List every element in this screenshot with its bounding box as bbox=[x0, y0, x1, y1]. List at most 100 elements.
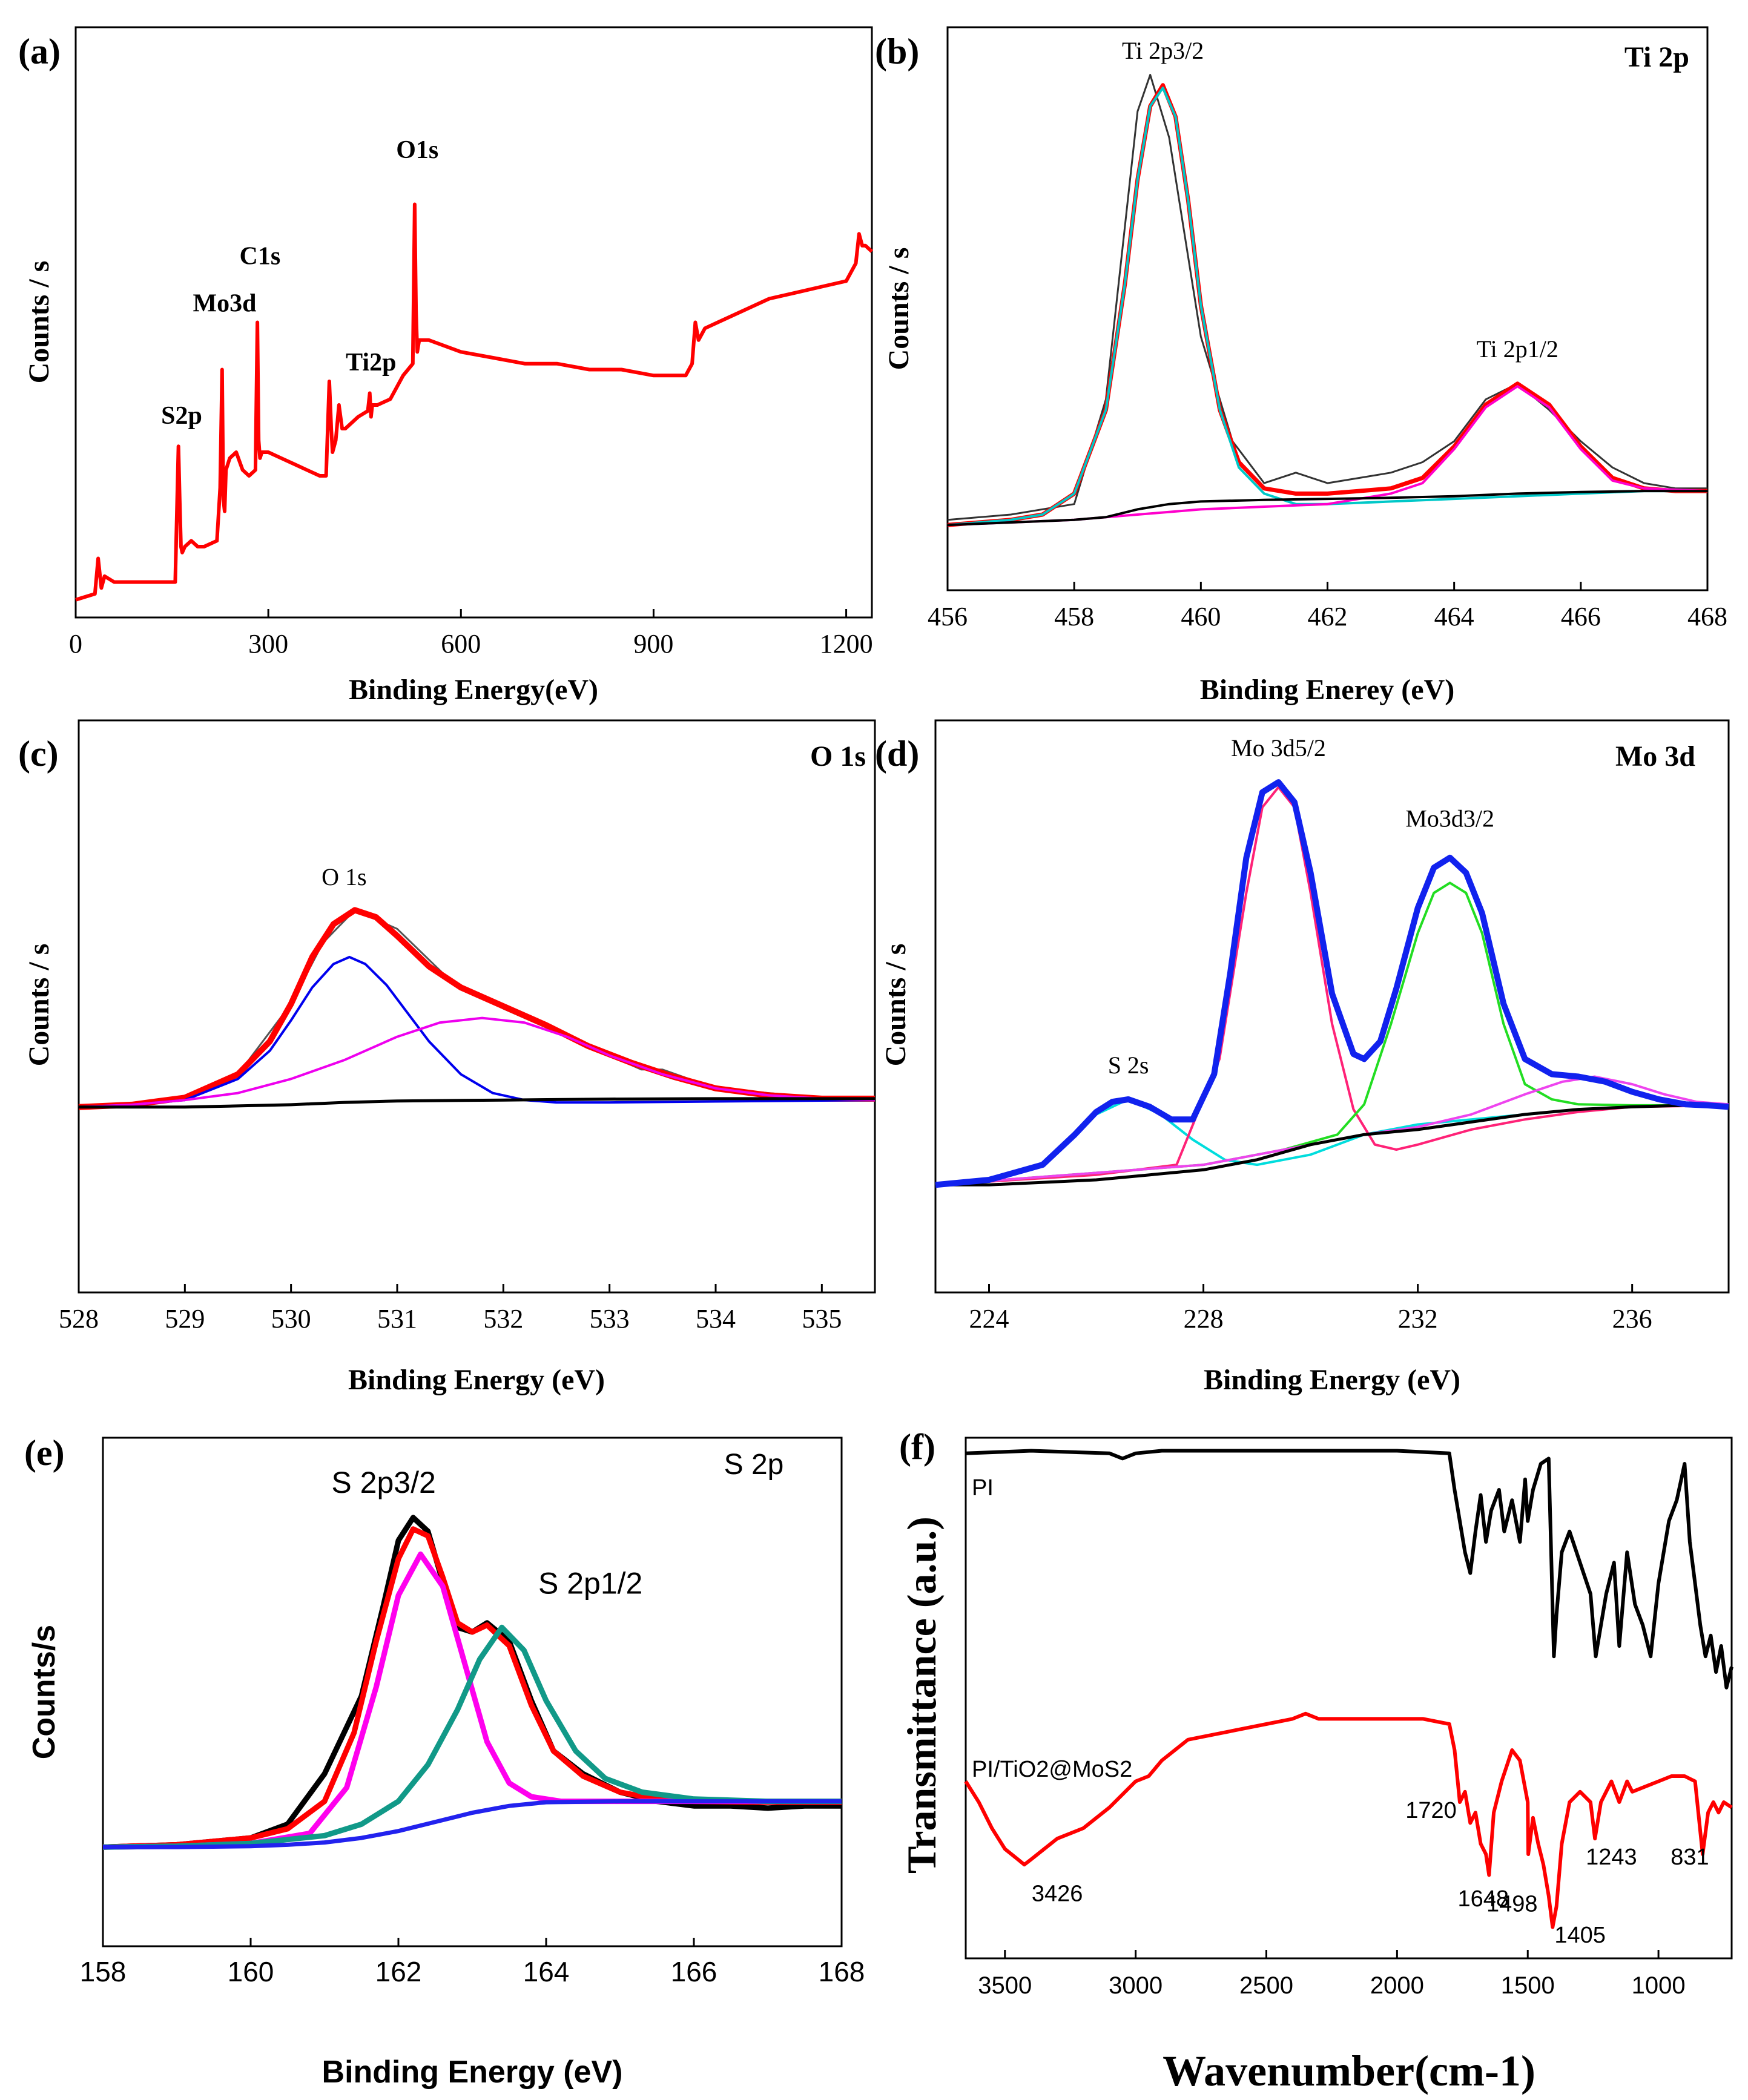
panel-e: (e) S 2p 158 160 162 164 166 168 S 2p3/2 S 2p… bbox=[24, 1433, 865, 2090]
panel-f-legend-pi: PI bbox=[972, 1475, 994, 1501]
panel-d-annotation-mo3d52: Mo 3d5/2 bbox=[1231, 734, 1326, 762]
panel-c-x-axis-label: Binding Energy (eV) bbox=[348, 1364, 605, 1396]
panel-a-survey-line bbox=[75, 202, 874, 602]
panel-f-x-ticks: 3500 3000 2500 2000 1500 1000 bbox=[978, 1950, 1686, 1999]
panel-e-annotation-s2p32: S 2p3/2 bbox=[331, 1466, 435, 1499]
panel-c-x-tick-label: 533 bbox=[590, 1304, 630, 1334]
panel-d-annotation-s2s: S 2s bbox=[1108, 1052, 1149, 1079]
panel-a-annotation-ti2p: Ti2p bbox=[346, 349, 396, 377]
panel-c-annotation-o1s: O 1s bbox=[322, 863, 366, 890]
panel-d-envelope-line bbox=[935, 779, 1729, 1188]
panel-b-annotation-ti2p12: Ti 2p1/2 bbox=[1477, 335, 1558, 363]
panel-f-pi-line bbox=[965, 1449, 1733, 1690]
panel-e-x-tick-label: 168 bbox=[819, 1956, 865, 1987]
panel-b-x-tick-label: 458 bbox=[1054, 602, 1094, 631]
panel-a-y-axis-label: Counts / s bbox=[23, 261, 55, 384]
panel-f-annotation-1243: 1243 bbox=[1586, 1845, 1637, 1870]
panel-b-annotation-ti2p32-text: Ti 2p3/2 bbox=[1122, 37, 1204, 64]
panel-d-x-ticks: 224 228 232 236 bbox=[969, 1284, 1652, 1334]
panel-c-x-ticks: 528 529 530 531 532 533 534 535 bbox=[59, 1284, 842, 1334]
panel-a-x-tick-label: 600 bbox=[441, 629, 481, 659]
panel-d-annotation-mo3d32-text: Mo3d3/2 bbox=[1405, 805, 1494, 832]
panel-c-background-line bbox=[79, 1097, 875, 1109]
panel-f-label: (f) bbox=[899, 1427, 935, 1467]
panel-f-annotation-1720: 1720 bbox=[1405, 1798, 1457, 1823]
panel-c-frame bbox=[78, 719, 876, 1294]
panel-e-s2p12-component-line bbox=[102, 1624, 842, 1850]
panel-b-background-line bbox=[947, 490, 1707, 527]
panel-a-x-tick-label: 300 bbox=[248, 629, 288, 659]
panel-c-x-tick-label: 529 bbox=[165, 1304, 205, 1334]
panel-d-x-axis-label: Binding Energy (eV) bbox=[1204, 1364, 1460, 1396]
panel-e-annotation-s2p32-text: S 2p3/2 bbox=[331, 1466, 435, 1499]
panel-a-x-tick-label: 1200 bbox=[820, 629, 873, 659]
panel-e-x-ticks: 158 160 162 164 166 168 bbox=[80, 1938, 865, 1987]
panel-b-x-ticks: 456 458 460 462 464 466 468 bbox=[928, 582, 1727, 631]
panel-a-annotation-s2p: S2p bbox=[161, 402, 202, 430]
panel-e-envelope-line bbox=[102, 1526, 842, 1850]
panel-f-annotation-1498: 1498 bbox=[1486, 1892, 1538, 1917]
panel-d-x-tick-label: 236 bbox=[1612, 1304, 1652, 1334]
panel-a-x-ticks: 0 300 600 900 1200 bbox=[69, 609, 873, 659]
panel-f-annotation-3426: 3426 bbox=[1032, 1881, 1083, 1906]
panel-e-title: S 2p bbox=[724, 1449, 784, 1481]
panel-c-title: O 1s bbox=[810, 740, 866, 772]
panel-d-y-axis-label: Counts / s bbox=[880, 944, 912, 1067]
panel-c-x-tick-label: 528 bbox=[59, 1304, 99, 1334]
panel-c-y-axis-label: Counts / s bbox=[23, 944, 55, 1067]
panel-e-x-tick-label: 166 bbox=[671, 1956, 717, 1987]
panel-b-annotation-ti2p12-text: Ti 2p1/2 bbox=[1477, 335, 1558, 363]
panel-c-component-1-line bbox=[78, 955, 876, 1108]
panel-d-mo3d32-component-line bbox=[935, 881, 1729, 1187]
panel-d-x-tick-label: 232 bbox=[1398, 1304, 1438, 1334]
panel-a: (a) 0 300 600 900 1200 S2p Mo3d C1s Ti2p O1s… bbox=[18, 26, 874, 706]
panel-f-legend-composite-text: PI/TiO2@MoS2 bbox=[972, 1757, 1132, 1782]
panel-b: (b) Ti 2p 456 458 460 462 464 466 468 Ti 2p3/2… bbox=[875, 26, 1727, 706]
panel-e-x-tick-label: 162 bbox=[375, 1956, 422, 1987]
panel-a-annotation-c1s: C1s bbox=[240, 243, 281, 271]
panel-f: (f) 3500 3000 2500 2000 1500 1000 PI PI/TiO2@… bbox=[899, 1427, 1733, 2095]
panel-c-x-tick-label: 530 bbox=[271, 1304, 311, 1334]
panel-a-frame bbox=[74, 26, 873, 619]
panel-f-y-axis-label: Transmittance (a.u.) bbox=[899, 1516, 945, 1874]
panel-f-annotation-1648: 1648 bbox=[1458, 1886, 1509, 1912]
panel-b-x-tick-label: 456 bbox=[928, 602, 968, 631]
panel-e-annotation-s2p12: S 2p1/2 bbox=[538, 1567, 642, 1601]
panel-f-composite-line bbox=[964, 1711, 1733, 1929]
panel-f-x-tick-label: 3500 bbox=[978, 1972, 1032, 1999]
panel-a-annotation-mo3d: Mo3d bbox=[193, 290, 257, 318]
panel-d-annotation-mo3d52-text: Mo 3d5/2 bbox=[1231, 734, 1326, 762]
panel-f-x-tick-label: 1000 bbox=[1632, 1972, 1686, 1999]
panel-f-x-tick-label: 1500 bbox=[1501, 1972, 1555, 1999]
panel-b-ti2p12-component-line bbox=[947, 385, 1708, 527]
panel-e-x-tick-label: 160 bbox=[228, 1956, 274, 1987]
panel-b-x-tick-label: 468 bbox=[1687, 602, 1727, 631]
panel-c-x-tick-label: 534 bbox=[696, 1304, 736, 1334]
panel-e-frame bbox=[102, 1437, 843, 1947]
panel-d: (d) Mo 3d 224 228 232 236 S 2s Mo 3d5/2 Mo3… bbox=[875, 719, 1730, 1396]
panel-a-x-axis-label: Binding Energy(eV) bbox=[349, 674, 598, 706]
panel-e-y-axis-label: Counts/s bbox=[27, 1625, 62, 1759]
panel-c-label: (c) bbox=[18, 734, 59, 774]
panel-e-x-axis-label: Binding Energy (eV) bbox=[322, 2055, 623, 2090]
panel-a-x-tick-label: 0 bbox=[69, 629, 82, 659]
panel-f-annotation-1405: 1405 bbox=[1554, 1923, 1606, 1948]
panel-d-background-line bbox=[935, 1104, 1729, 1187]
panel-c: (c) O 1s 528 529 530 531 532 533 534 535 O 1s B… bbox=[18, 719, 876, 1396]
panel-c-x-tick-label: 535 bbox=[802, 1304, 842, 1334]
panel-b-label: (b) bbox=[875, 31, 919, 71]
panel-d-annotation-mo3d32: Mo3d3/2 bbox=[1405, 805, 1494, 832]
panel-d-x-tick-label: 228 bbox=[1184, 1304, 1224, 1334]
panel-b-x-tick-label: 466 bbox=[1561, 602, 1601, 631]
panel-f-x-tick-label: 3000 bbox=[1109, 1972, 1163, 1999]
panel-b-x-tick-label: 464 bbox=[1434, 602, 1474, 631]
panel-e-x-tick-label: 164 bbox=[523, 1956, 570, 1987]
panel-a-label: (a) bbox=[18, 31, 61, 71]
panel-b-x-tick-label: 460 bbox=[1181, 602, 1221, 631]
panel-f-x-tick-label: 2500 bbox=[1239, 1972, 1293, 1999]
panel-b-x-tick-label: 462 bbox=[1308, 602, 1348, 631]
panel-e-background-line bbox=[103, 1799, 842, 1849]
panel-c-x-tick-label: 531 bbox=[377, 1304, 417, 1334]
panel-b-ti2p32-component-line bbox=[947, 87, 1707, 527]
